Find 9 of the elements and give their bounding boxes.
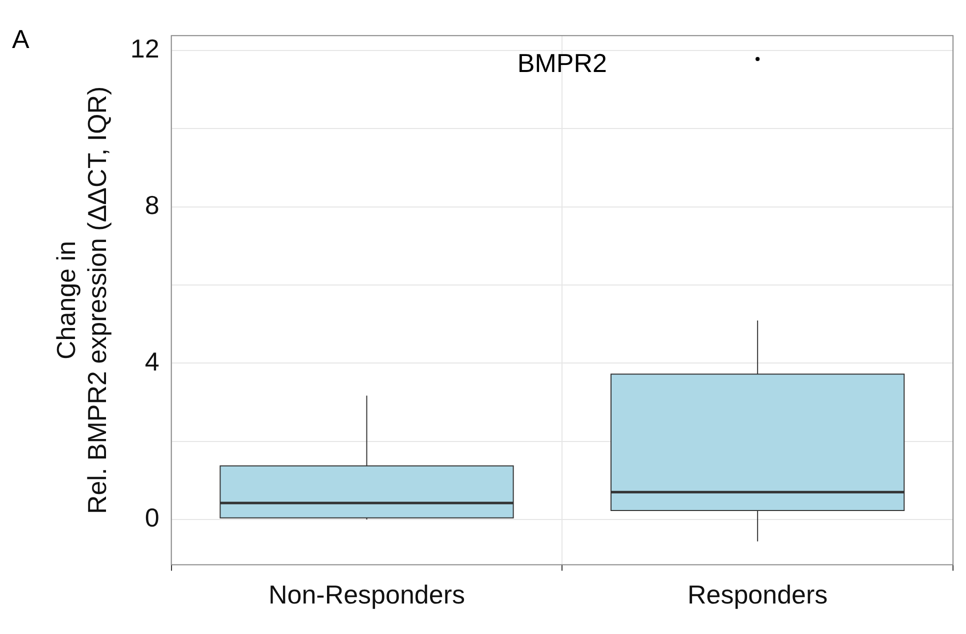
y-tick-label: 4 — [144, 346, 160, 376]
y-tick-label: 8 — [144, 190, 160, 220]
y-axis-title: Change in Rel. BMPR2 expression (ΔΔCT, IQR) — [50, 86, 112, 514]
y-tick-label: 12 — [130, 34, 160, 64]
text: A — [12, 24, 30, 54]
text: BMPR2 — [517, 48, 607, 78]
x-tick-label: Non-Responders — [268, 580, 466, 610]
x-tick-label: Responders — [687, 580, 828, 610]
y-tick-label: 0 — [144, 502, 160, 533]
